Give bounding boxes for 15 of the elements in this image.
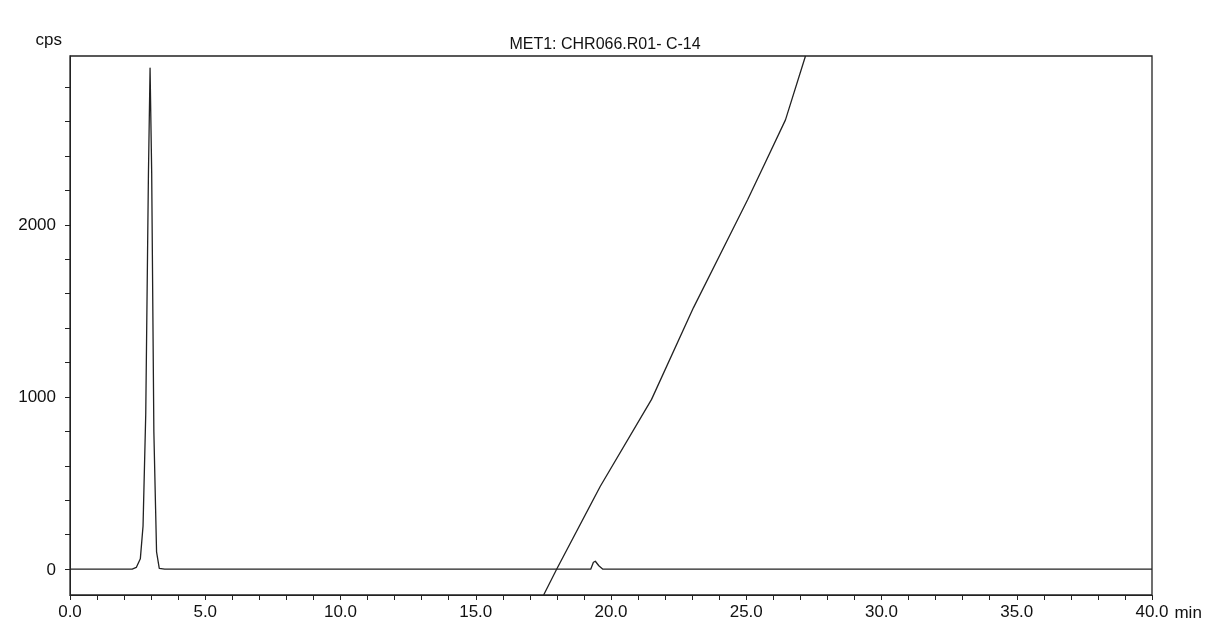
x-tick-label: 40.0 [1135,602,1169,621]
chart-title: MET1: CHR066.R01- C-14 [509,34,701,52]
x-tick-label: 0.0 [58,602,82,621]
x-tick-label: 35.0 [1000,602,1034,621]
x-tick-label: 5.0 [193,602,218,621]
x-tick-label: 15.0 [459,602,493,621]
x-axis-title: min [1174,603,1202,621]
x-tick-label: 25.0 [729,602,763,621]
x-tick-label: 30.0 [864,602,899,621]
x-tick-label: 20.0 [594,602,628,621]
y-axis-title: cps [35,30,62,49]
x-tick-label: 10.0 [323,602,358,621]
y-tick-label: 2000 [18,215,56,235]
y-tick-label: 0 [46,559,56,579]
y-tick-label: 1000 [18,387,56,407]
